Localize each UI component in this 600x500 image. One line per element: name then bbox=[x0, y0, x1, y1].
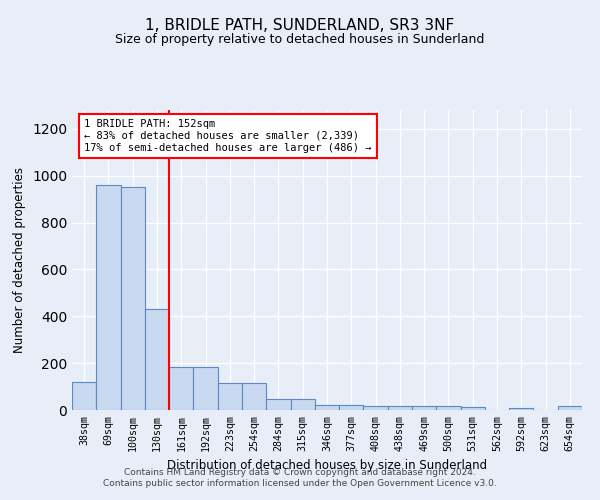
Bar bbox=[339, 406, 364, 410]
Bar bbox=[72, 382, 96, 410]
Bar bbox=[461, 407, 485, 410]
Bar bbox=[96, 185, 121, 410]
Y-axis label: Number of detached properties: Number of detached properties bbox=[13, 167, 26, 353]
Bar bbox=[145, 309, 169, 410]
Bar bbox=[242, 383, 266, 410]
Bar bbox=[169, 366, 193, 410]
Text: Contains HM Land Registry data © Crown copyright and database right 2024.
Contai: Contains HM Land Registry data © Crown c… bbox=[103, 468, 497, 487]
Bar bbox=[388, 406, 412, 410]
Bar bbox=[558, 406, 582, 410]
Bar bbox=[412, 406, 436, 410]
Bar bbox=[290, 400, 315, 410]
Bar bbox=[315, 406, 339, 410]
Bar bbox=[436, 406, 461, 410]
Text: 1 BRIDLE PATH: 152sqm
← 83% of detached houses are smaller (2,339)
17% of semi-d: 1 BRIDLE PATH: 152sqm ← 83% of detached … bbox=[85, 120, 372, 152]
Text: 1, BRIDLE PATH, SUNDERLAND, SR3 3NF: 1, BRIDLE PATH, SUNDERLAND, SR3 3NF bbox=[145, 18, 455, 32]
X-axis label: Distribution of detached houses by size in Sunderland: Distribution of detached houses by size … bbox=[167, 459, 487, 472]
Bar bbox=[218, 383, 242, 410]
Bar bbox=[266, 400, 290, 410]
Text: Size of property relative to detached houses in Sunderland: Size of property relative to detached ho… bbox=[115, 32, 485, 46]
Bar bbox=[509, 408, 533, 410]
Bar bbox=[121, 188, 145, 410]
Bar bbox=[364, 406, 388, 410]
Bar bbox=[193, 366, 218, 410]
